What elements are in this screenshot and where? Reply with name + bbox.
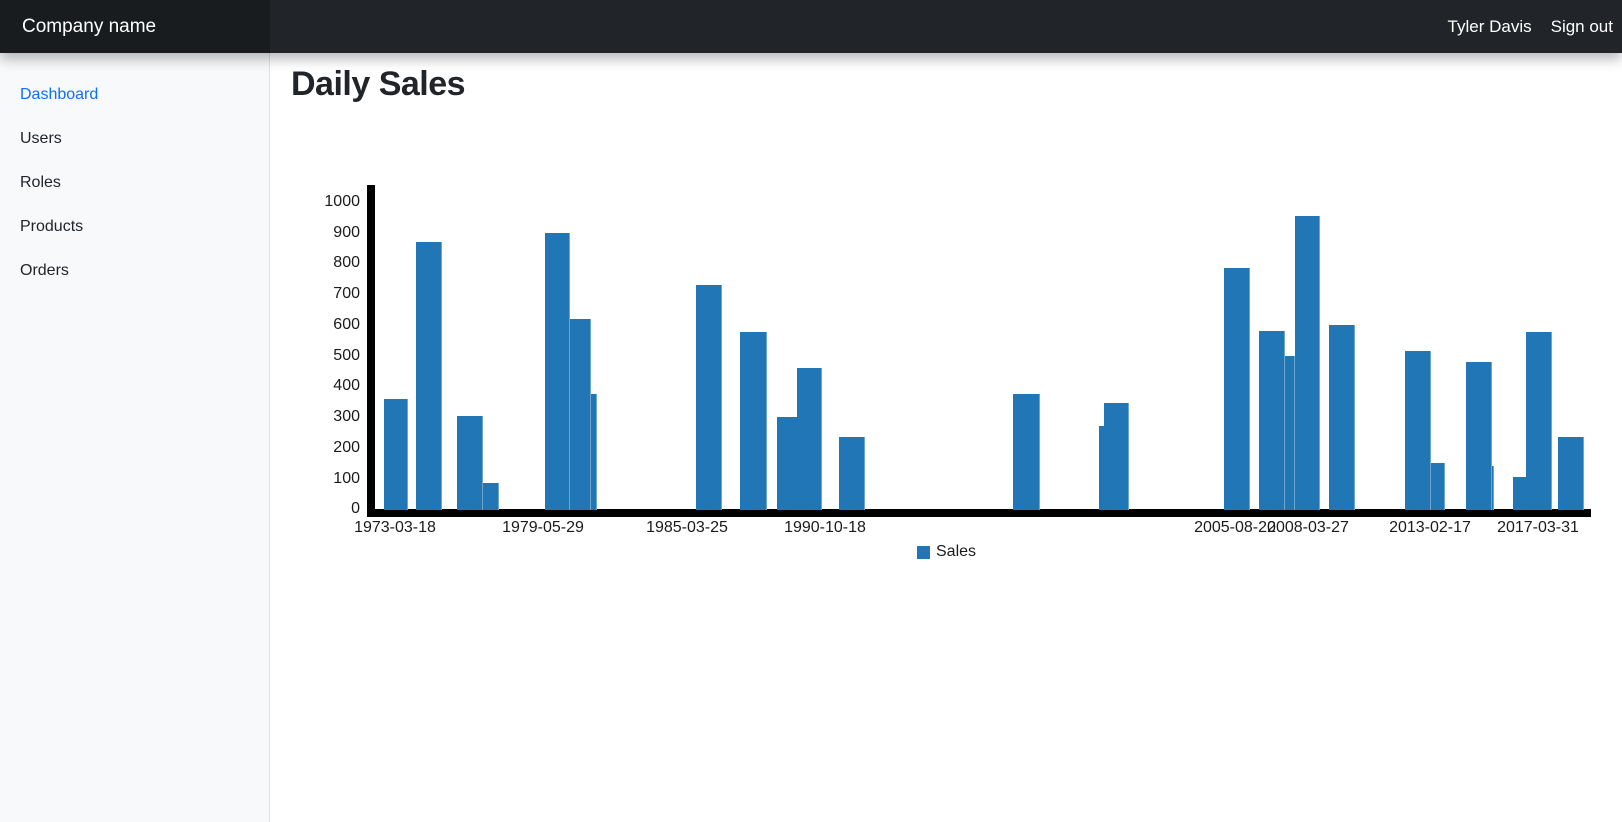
sales-bar xyxy=(483,483,499,510)
legend-label: Sales xyxy=(936,543,977,560)
chart-legend: Sales xyxy=(917,542,976,562)
x-tick-label: 2008-03-27 xyxy=(1267,519,1349,536)
x-axis-line xyxy=(367,509,1591,517)
x-tick-label: 2005-08-20 xyxy=(1194,519,1276,536)
x-tick-label: 2013-02-17 xyxy=(1389,519,1471,536)
y-tick-label: 300 xyxy=(333,408,360,425)
sales-bar xyxy=(457,415,483,510)
y-tick-label: 0 xyxy=(351,500,360,518)
x-tick-label: 1973-03-18 xyxy=(354,519,436,536)
sidebar-item-roles[interactable]: Roles xyxy=(20,174,61,191)
sales-bar xyxy=(1104,403,1129,510)
sales-bar xyxy=(839,437,865,510)
daily-sales-chart: 0 100 200 300 400 500 600 700 800 900 1000 1973-03… xyxy=(270,119,1622,579)
y-tick-label: 900 xyxy=(333,223,360,241)
x-tick-label: 1985-03-25 xyxy=(646,519,728,536)
page-title: Daily Sales xyxy=(291,65,466,103)
sales-bar xyxy=(740,332,767,510)
x-tick-label: 2017-03-31 xyxy=(1497,519,1579,536)
sales-bar xyxy=(545,232,570,510)
y-tick-label: 600 xyxy=(333,315,360,333)
sales-bar xyxy=(1405,350,1431,510)
sales-bar xyxy=(1526,332,1552,510)
signout-link[interactable]: Sign out xyxy=(1550,16,1613,36)
y-tick-label: 700 xyxy=(333,285,360,302)
sales-bar xyxy=(1259,330,1285,510)
sales-bar xyxy=(1329,324,1355,510)
sidebar-item-users[interactable]: Users xyxy=(20,130,62,147)
sales-bar xyxy=(696,284,722,510)
sidebar: Dashboard Users Roles Products Orders xyxy=(0,53,270,822)
sales-bar xyxy=(797,367,822,510)
sidebar-item-products[interactable]: Products xyxy=(20,218,84,235)
navbar-right: Tyler Davis Sign out xyxy=(270,0,1622,53)
sales-bar xyxy=(1013,394,1040,510)
y-tick-label: 500 xyxy=(333,346,360,364)
y-tick-label: 1000 xyxy=(324,192,360,210)
app-shell: Dashboard Users Roles Products Orders Daily … xyxy=(0,53,1622,822)
sales-bar xyxy=(384,398,408,510)
legend-swatch-icon xyxy=(917,545,930,559)
y-tick-label: 400 xyxy=(333,377,360,395)
y-axis-line xyxy=(367,185,375,517)
sales-bar xyxy=(1466,361,1492,510)
sidebar-item-dashboard[interactable]: Dashboard xyxy=(20,86,99,103)
y-tick-label: 100 xyxy=(333,469,360,487)
x-tick-label: 1990-10-18 xyxy=(784,519,866,536)
sales-bar xyxy=(570,318,591,510)
user-menu-link[interactable]: Tyler Davis xyxy=(1447,16,1532,36)
main-content: Daily Sales 0 100 200 300 400 500 600 700 800 900… xyxy=(270,53,1622,822)
top-navbar: Company name Tyler Davis Sign out xyxy=(0,0,1622,53)
y-tick-label: 800 xyxy=(333,254,360,272)
sales-bar xyxy=(1295,215,1320,510)
sales-bar xyxy=(1224,267,1250,510)
brand-link[interactable]: Company name xyxy=(0,0,270,53)
sales-bar xyxy=(1558,437,1584,510)
x-tick-label: 1979-05-29 xyxy=(502,519,584,536)
sales-bar xyxy=(416,241,442,510)
y-tick-label: 200 xyxy=(333,438,360,456)
sidebar-item-orders[interactable]: Orders xyxy=(20,262,69,279)
